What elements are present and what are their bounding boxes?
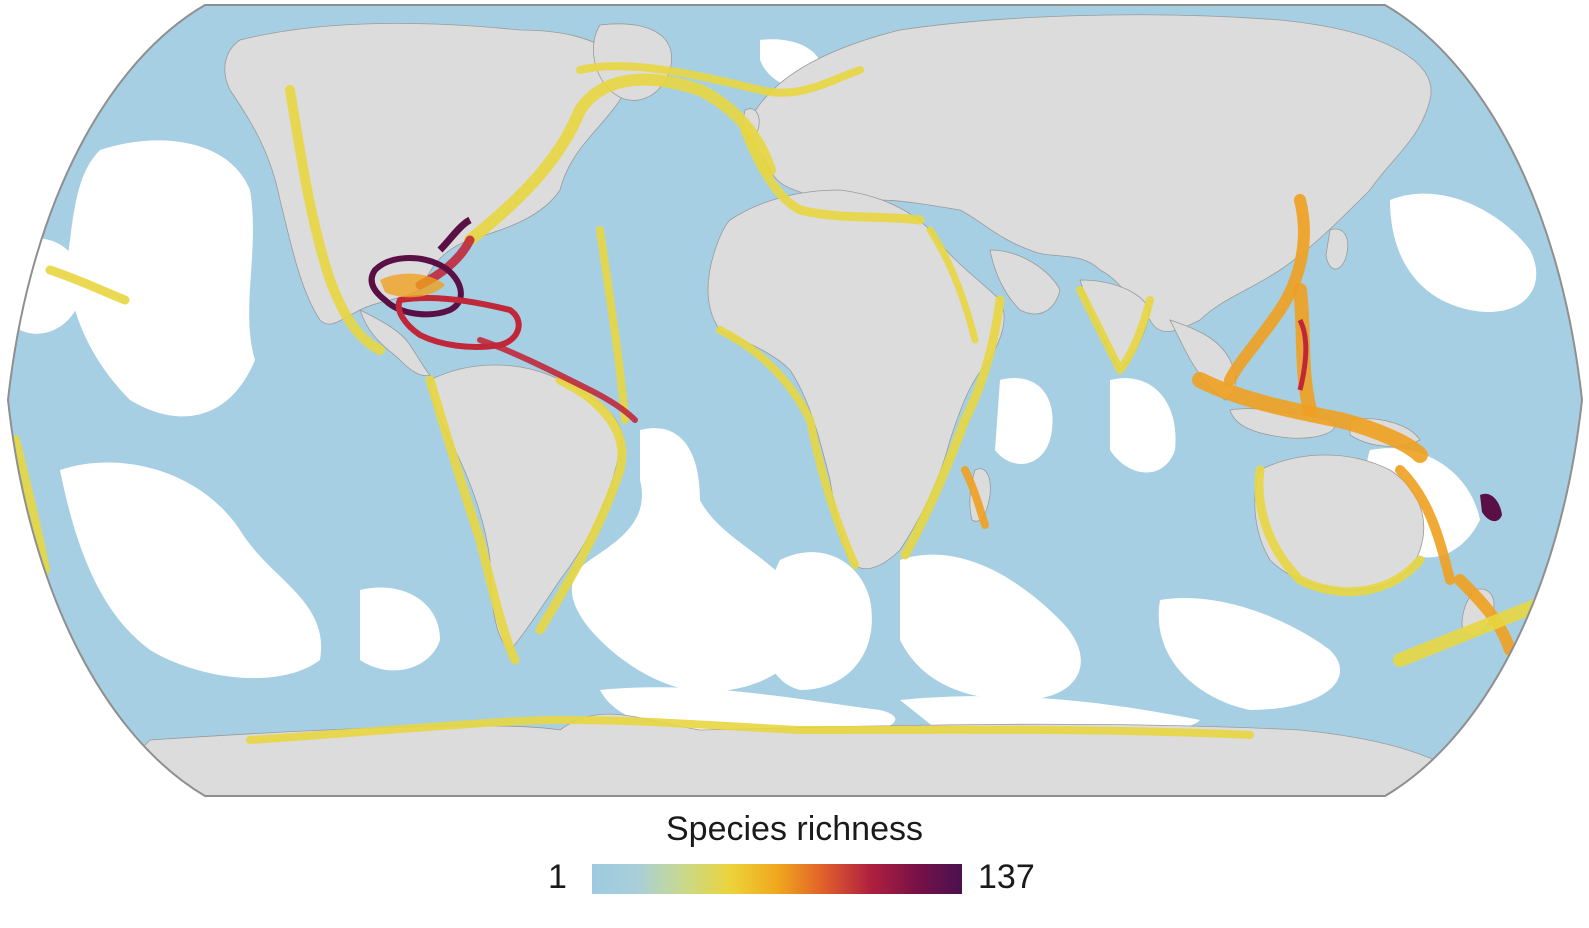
no-data-south-of-australia xyxy=(1158,598,1341,710)
band-australia-coast xyxy=(1254,465,1425,597)
band-madagascar xyxy=(961,466,989,529)
band-philippines xyxy=(1293,283,1317,417)
band-arctic-atlantic xyxy=(576,62,864,97)
band-europe-coast xyxy=(740,125,925,225)
no-data-south-pacific xyxy=(60,462,322,679)
no-data-south-atlantic xyxy=(571,428,807,692)
band-south-america-east-coast xyxy=(535,375,627,635)
world-map xyxy=(6,4,1584,797)
legend-min-label: 1 xyxy=(548,858,567,896)
no-data-south-pacific-east xyxy=(360,587,440,671)
band-north-atlantic-shelf xyxy=(464,73,776,246)
hotspot-gulf-of-mexico-ring xyxy=(368,255,464,318)
legend-gradient xyxy=(592,864,962,894)
band-africa-east-coast xyxy=(900,295,1005,560)
hotspot-florida-bahamas xyxy=(437,216,472,253)
map-content xyxy=(8,5,1582,796)
map-svg xyxy=(6,4,1584,797)
no-data-north-pacific xyxy=(68,140,255,417)
no-data-indian-ocean xyxy=(995,378,1053,464)
land-japan xyxy=(1325,228,1349,270)
map-outline xyxy=(6,4,1584,797)
land-central-america xyxy=(359,309,431,377)
band-indonesia xyxy=(1192,372,1428,463)
legend-max-label: 137 xyxy=(978,858,1035,896)
land-arabia xyxy=(989,249,1061,315)
band-australia-east xyxy=(1395,465,1455,585)
legend-colorbar xyxy=(592,864,962,894)
band-mid-atlantic xyxy=(596,226,629,424)
no-data-southern-indian xyxy=(762,552,872,690)
legend-title: Species richness xyxy=(665,810,923,848)
band-west-pacific-edge xyxy=(10,435,50,575)
hotspot-philippines xyxy=(1297,318,1309,391)
no-data-north-west-pacific xyxy=(1390,193,1537,312)
band-india-coast xyxy=(1076,286,1154,374)
band-antarctic-shelf xyxy=(246,716,1254,744)
band-hawaii xyxy=(45,265,130,305)
band-new-zealand xyxy=(1454,574,1516,656)
legend: Species richness 1 137 xyxy=(0,806,1589,928)
hotspot-caribbean-ring xyxy=(395,295,522,350)
richness-overlay xyxy=(10,62,1557,744)
band-africa-west-coast xyxy=(716,326,859,569)
hotspot-new-caledonia xyxy=(1480,493,1502,522)
band-east-asia-coast xyxy=(1224,194,1310,386)
hotspot-gulf-fill xyxy=(380,273,445,298)
band-caribbean-east xyxy=(477,337,638,423)
band-red-sea xyxy=(926,226,979,344)
band-north-america-west-coast xyxy=(285,85,385,355)
no-data-southern-ocean-mid xyxy=(900,554,1081,700)
band-south-america-west-coast xyxy=(425,375,520,665)
no-data-indian-ocean-east xyxy=(1110,378,1176,473)
